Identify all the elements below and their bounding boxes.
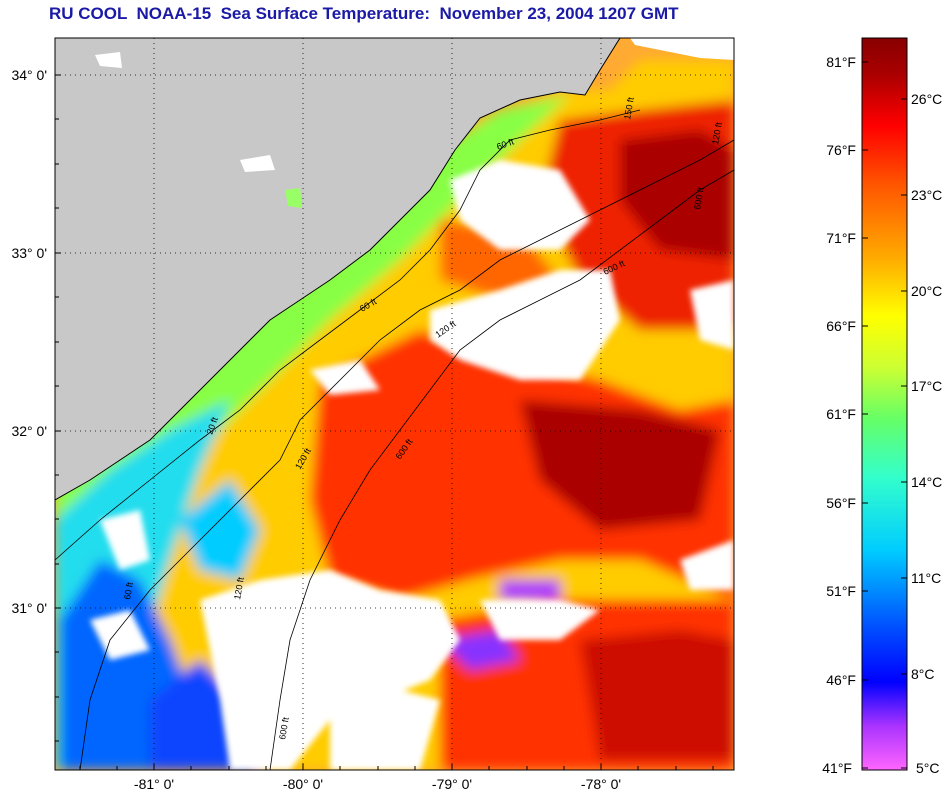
contour-label: 150 ft bbox=[622, 96, 636, 120]
colorbar-fahrenheit-labels: 81°F 76°F 71°F 66°F 61°F 56°F 51°F 46°F … bbox=[822, 54, 856, 776]
lon-tick-label: -80° 0' bbox=[283, 776, 323, 792]
land-mass bbox=[55, 38, 620, 500]
lat-tick-label: 32° 0' bbox=[11, 423, 47, 439]
lat-tick-label: 34° 0' bbox=[11, 67, 47, 83]
colorbar-c-label: 8°C bbox=[911, 666, 935, 682]
colorbar-c-label: 11°C bbox=[911, 570, 941, 586]
map-title: RU COOL NOAA-15 Sea Surface Temperature:… bbox=[49, 4, 679, 23]
colorbar-f-label: 46°F bbox=[826, 672, 856, 688]
colorbar-c-label: 23°C bbox=[911, 187, 942, 203]
colorbar-f-label: 61°F bbox=[826, 406, 856, 422]
colorbar-celsius-labels: 26°C 23°C 20°C 17°C 14°C 11°C 8°C 5°C bbox=[911, 91, 942, 776]
contour-label: 600 ft bbox=[692, 186, 706, 210]
colorbar: 81°F 76°F 71°F 66°F 61°F 56°F 51°F 46°F … bbox=[822, 37, 942, 776]
isobath-contours bbox=[55, 109, 734, 770]
lon-tick-label: -78° 0' bbox=[581, 776, 621, 792]
map-panel: 60 ft 60 ft 120 ft 120 ft 120 ft 600 ft … bbox=[55, 38, 734, 770]
colorbar-f-label: 71°F bbox=[826, 230, 856, 246]
coastline bbox=[55, 38, 621, 501]
lon-tick-label: -81° 0' bbox=[134, 776, 174, 792]
colorbar-c-label: 14°C bbox=[911, 474, 942, 490]
colorbar-f-label: 66°F bbox=[826, 318, 856, 334]
colorbar-frame bbox=[861, 37, 908, 771]
lon-tick-label: -79° 0' bbox=[432, 776, 472, 792]
lat-tick-label: 31° 0' bbox=[11, 600, 47, 616]
axis-ticks bbox=[55, 74, 714, 770]
contour-label: 120 ft bbox=[710, 121, 724, 145]
colorbar-c-label: 17°C bbox=[911, 378, 942, 394]
colorbar-f-label: 41°F bbox=[822, 760, 852, 776]
colorbar-f-label: 56°F bbox=[826, 495, 856, 511]
longitude-labels: -81° 0' -80° 0' -79° 0' -78° 0' bbox=[134, 776, 621, 792]
contour-label: 60 ft bbox=[122, 581, 135, 600]
colorbar-f-label: 76°F bbox=[826, 142, 856, 158]
latitude-labels: 34° 0' 33° 0' 32° 0' 31° 0' bbox=[11, 67, 47, 616]
colorbar-gradient bbox=[862, 38, 907, 770]
colorbar-c-label: 5°C bbox=[916, 760, 940, 776]
cloud-cover bbox=[90, 160, 734, 770]
map-frame bbox=[54, 37, 735, 771]
colorbar-f-label: 81°F bbox=[826, 54, 856, 70]
contour-label: 120 ft bbox=[232, 576, 246, 600]
graticule bbox=[55, 38, 734, 770]
contour-label: 600 ft bbox=[277, 716, 291, 740]
lat-tick-label: 33° 0' bbox=[11, 245, 47, 261]
colorbar-f-label: 51°F bbox=[826, 583, 856, 599]
colorbar-c-label: 26°C bbox=[911, 91, 942, 107]
colorbar-c-label: 20°C bbox=[911, 283, 942, 299]
